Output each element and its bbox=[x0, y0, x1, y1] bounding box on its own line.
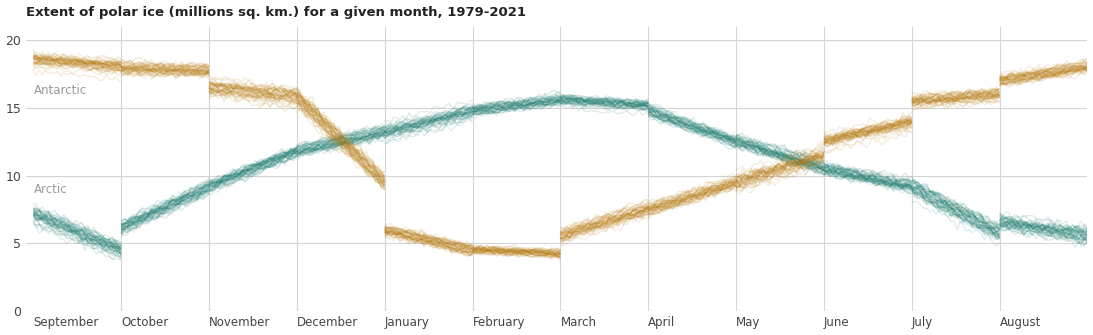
Text: Extent of polar ice (millions sq. km.) for a given month, 1979-2021: Extent of polar ice (millions sq. km.) f… bbox=[26, 6, 527, 18]
Text: Antarctic: Antarctic bbox=[34, 84, 87, 97]
Text: Arctic: Arctic bbox=[34, 183, 68, 196]
